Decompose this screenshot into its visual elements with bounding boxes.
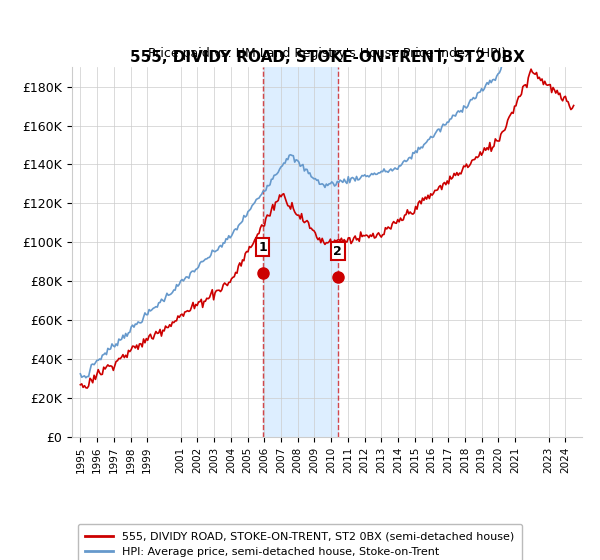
Bar bbox=[263, 67, 338, 437]
Text: Price paid vs. HM Land Registry's House Price Index (HPI): Price paid vs. HM Land Registry's House … bbox=[148, 47, 506, 60]
Title: 555, DIVIDY ROAD, STOKE-ON-TRENT, ST2 0BX: 555, DIVIDY ROAD, STOKE-ON-TRENT, ST2 0B… bbox=[130, 50, 524, 64]
Text: 2: 2 bbox=[334, 245, 342, 258]
Text: 1: 1 bbox=[258, 241, 267, 254]
Legend: 555, DIVIDY ROAD, STOKE-ON-TRENT, ST2 0BX (semi-detached house), HPI: Average pr: 555, DIVIDY ROAD, STOKE-ON-TRENT, ST2 0B… bbox=[77, 524, 522, 560]
